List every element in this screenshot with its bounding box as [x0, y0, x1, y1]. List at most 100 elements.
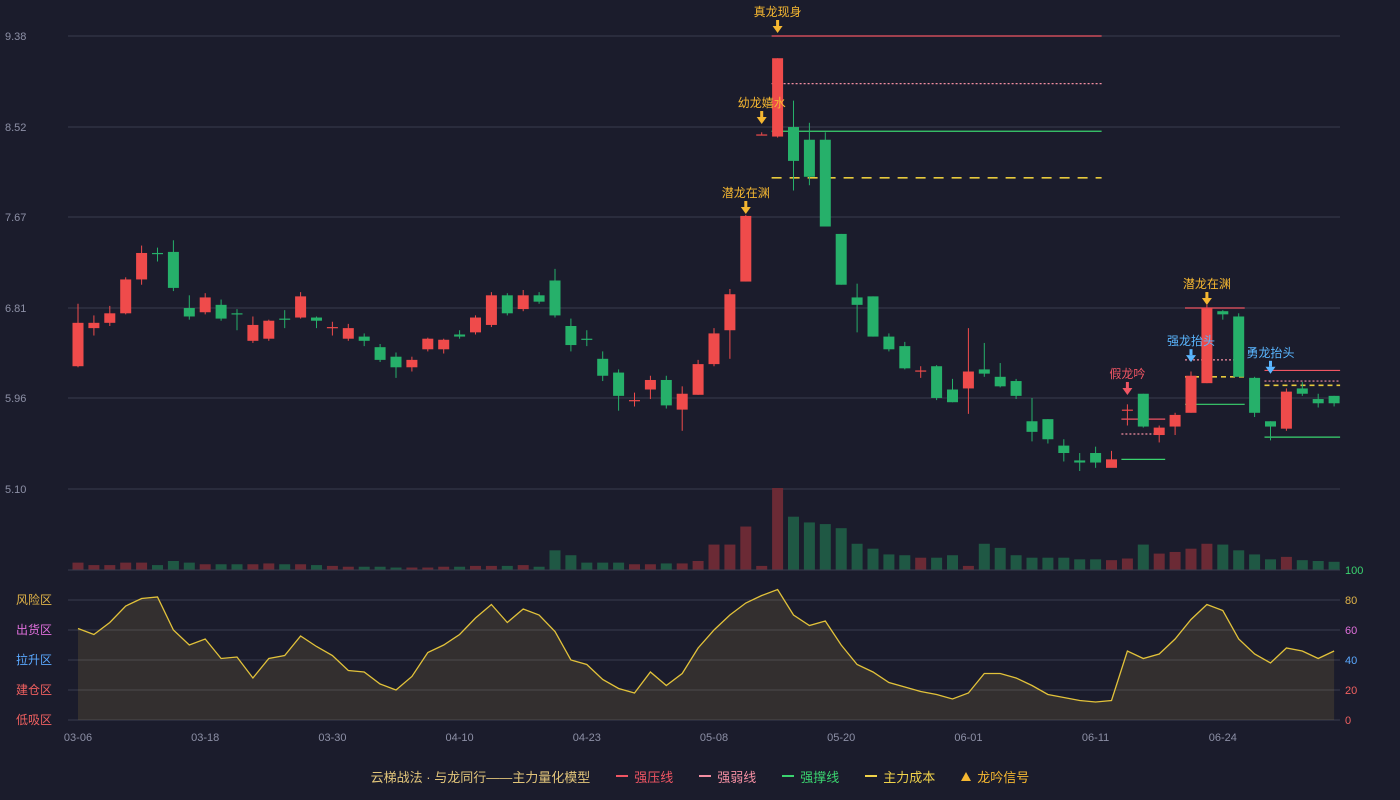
- date-tick-label: 06-24: [1209, 732, 1237, 744]
- volume-bar: [978, 543, 990, 570]
- signal-arrow-icon: [1122, 387, 1133, 395]
- candle-body: [724, 294, 736, 331]
- date-tick-label: 06-11: [1082, 732, 1109, 744]
- volume-bar: [740, 526, 752, 570]
- signal-label: 潜龙在渊: [1183, 277, 1231, 291]
- legend-item-strong-weak[interactable]: 强弱线: [699, 767, 756, 786]
- candle-body: [1217, 311, 1229, 315]
- volume-bar: [104, 565, 116, 570]
- candle-body: [1074, 460, 1086, 463]
- price-tick-label: 7.67: [5, 212, 26, 224]
- legend-item-strong-pressure[interactable]: 强压线: [616, 767, 673, 786]
- volume-bar: [1010, 555, 1022, 570]
- candle-body: [692, 364, 704, 395]
- indicator-grid: [68, 569, 1340, 721]
- candle-body: [1010, 381, 1022, 396]
- zone-label: 风险区: [16, 592, 52, 607]
- date-tick-label: 03-18: [191, 732, 219, 744]
- legend-label: 强压线: [634, 769, 674, 785]
- volume-bar: [835, 528, 847, 570]
- indicator-tick-label: 80: [1345, 595, 1357, 607]
- signal-arrow-icon: [740, 206, 751, 214]
- indicator-tick-label: 0: [1345, 715, 1351, 727]
- volume-bar: [724, 544, 736, 570]
- candle-body: [1137, 393, 1149, 427]
- candle-body: [533, 295, 545, 302]
- zone-label: 建仓区: [16, 683, 52, 697]
- price-tick-label: 8.52: [5, 122, 26, 134]
- volume-bar: [819, 524, 831, 570]
- signal-label: 幼龙嬉水: [738, 96, 786, 110]
- indicator-series: [77, 588, 1335, 720]
- volume-bar: [422, 567, 434, 570]
- candle-body: [867, 296, 879, 337]
- candle-body: [1106, 459, 1117, 468]
- candle-body: [549, 280, 561, 316]
- volume-bar: [947, 555, 958, 570]
- candle-body: [104, 313, 116, 323]
- candle-body: [215, 304, 227, 319]
- volume-bar: [247, 564, 259, 570]
- volume-bar: [1249, 554, 1261, 570]
- candle-body: [199, 297, 211, 313]
- volume-bar: [613, 562, 625, 570]
- candle-body: [374, 347, 386, 360]
- volume-bar: [660, 563, 672, 570]
- indicator-tick-label: 40: [1345, 655, 1357, 667]
- volume-bar: [167, 560, 179, 570]
- signal-label: 真龙现身: [754, 4, 802, 19]
- candle-body: [438, 339, 450, 350]
- candle-body: [1042, 419, 1054, 440]
- candle-body: [835, 233, 847, 285]
- volume-bar: [1169, 551, 1181, 570]
- signal-arrow-icon: [1201, 298, 1212, 306]
- legend-item-main-cost[interactable]: 主力成本: [865, 767, 935, 786]
- indicator-tick-label: 60: [1345, 625, 1357, 637]
- signal-arrow-icon: [1265, 366, 1276, 374]
- volume-bar: [358, 566, 370, 570]
- volume-bar: [1328, 561, 1340, 570]
- candle-body: [851, 297, 863, 305]
- date-axis: 03-06 03-18 03-30 04-10 04-23 05-08 05-20 06-01…: [64, 732, 1237, 744]
- volume-bar: [136, 562, 148, 570]
- date-tick-label: 06-01: [954, 732, 982, 744]
- candle-body: [1026, 421, 1038, 432]
- candle-body: [1169, 414, 1181, 427]
- signal-arrow-stem: [1125, 381, 1129, 388]
- candle-body: [326, 327, 338, 329]
- candle-body: [788, 127, 799, 161]
- volume-bar: [692, 560, 704, 570]
- legend-item-strong-support[interactable]: 强撑线: [782, 767, 839, 786]
- candle-body: [454, 334, 466, 337]
- date-tick-label: 04-23: [573, 732, 601, 744]
- candle-body: [931, 366, 943, 398]
- volume-bar: [199, 564, 211, 570]
- signal-label: 强龙抬头: [1167, 334, 1215, 348]
- candle-body: [295, 296, 307, 318]
- volume-bar: [1185, 548, 1197, 570]
- volume-bar: [120, 562, 132, 570]
- volume-bar: [756, 565, 768, 570]
- volume-bar: [994, 547, 1006, 570]
- volume-bar: [1265, 559, 1276, 570]
- volume-bar: [1058, 557, 1070, 570]
- candle-body: [263, 320, 275, 339]
- volume-bar: [1106, 560, 1117, 570]
- candle-body: [422, 338, 434, 350]
- candle-body: [501, 295, 513, 314]
- legend-item-dragon-signal[interactable]: 龙吟信号: [961, 767, 1029, 786]
- candle-body: [1280, 391, 1292, 429]
- legend-label: 强撑线: [800, 769, 840, 785]
- candle-body: [947, 389, 958, 403]
- legend-label: 龙吟信号: [977, 769, 1030, 785]
- volume-bar: [88, 565, 100, 570]
- volume-bar: [406, 567, 418, 570]
- date-tick-label: 03-30: [318, 732, 346, 744]
- candle-body: [1233, 316, 1245, 377]
- candle-body: [485, 295, 497, 325]
- candle-body: [1121, 409, 1133, 411]
- volume-bar: [438, 566, 450, 570]
- volume-bar: [295, 564, 307, 570]
